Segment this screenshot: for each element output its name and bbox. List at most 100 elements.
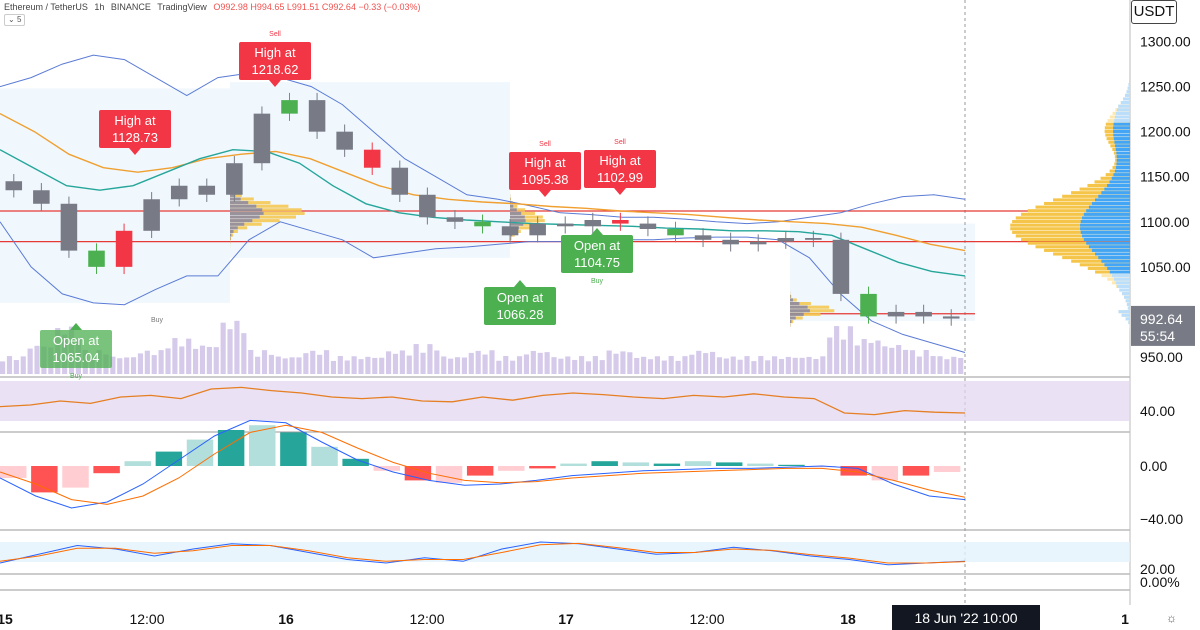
volume-bar [27,348,33,374]
last-price-box [1131,305,1195,346]
macd-histogram-bar [342,458,369,466]
price-tick-label: 1050.00 [1140,259,1191,275]
macd-histogram-bar [93,466,120,474]
volume-bar [482,354,488,374]
volume-profile-bar [1062,194,1130,198]
volume-bar [661,360,667,374]
annotation-pointer [591,228,603,235]
volume-bar [937,356,943,374]
volume-profile-bar [1120,101,1130,105]
volume-bar [744,356,750,374]
volume-profile-bar [1112,274,1130,278]
volume-profile-bar [1118,310,1130,314]
volume-bar [834,326,840,374]
macd-histogram-bar [778,464,805,466]
gear-icon[interactable]: ☼ [1166,611,1177,625]
volume-bar [427,344,433,374]
volume-bar [896,345,902,374]
session-profile [230,233,232,237]
volume-bar [599,360,605,374]
volume-profile-bar [1126,90,1130,94]
session-profile [230,215,260,219]
volume-profile-bar [1021,212,1130,216]
time-tick-label: 16 [278,611,294,627]
volume-profile-bar [1071,191,1130,195]
crosshair-date-box [892,605,1040,630]
bollinger-upper [0,54,966,225]
volume-bar [751,361,757,374]
volume-profile-bar [1128,83,1130,87]
volume-bar [248,350,254,374]
volume-profile-bar [1115,165,1130,170]
currency-unit-button[interactable]: USDT [1131,0,1177,24]
session-profile [230,204,257,208]
volume-bar [323,350,330,374]
volume-profile-bar [1095,252,1130,256]
session-profile [230,197,254,201]
volume-bar [799,357,805,374]
candle-body [198,185,216,195]
macd-histogram-bar [217,430,245,466]
volume-profile-bar [1113,129,1130,133]
candle-body [584,219,602,227]
candle-body [915,311,932,317]
session-profile [230,193,242,197]
candle-body [694,235,712,240]
annotation-title: High at [114,113,156,128]
volume-profile-bar [1125,317,1130,321]
volume-bar [654,356,660,374]
signal-tag: Sell [269,31,281,38]
volume-profile-bar [1080,219,1130,224]
volume-bar [351,356,357,374]
session-profile [790,312,804,316]
volume-bar [206,346,212,374]
macd-histogram-bar [684,461,712,466]
candle-body [474,221,491,227]
volume-bar [516,356,523,374]
symbol-label[interactable]: Ethereum / TetherUS [4,2,88,12]
volume-bar [268,354,274,374]
macd-histogram-bar [311,446,338,466]
session-profile [510,211,522,215]
volume-bar [806,356,812,374]
candle-body [942,316,960,319]
annotation-label [99,110,171,148]
session-profile [230,208,263,212]
volume-profile-bar [1111,176,1130,180]
volume-bar [337,356,343,374]
volume-bar [689,354,695,374]
candle-body [33,190,50,204]
volume-profile-bar [1082,234,1130,238]
crosshair-date-label: 18 Jun '22 10:00 [914,610,1017,626]
indicator-toggle[interactable]: ⌄ 5 [4,14,26,26]
volume-profile-bar [1044,201,1130,206]
annotation-title: Open at [497,290,544,305]
interval-label[interactable]: 1h [94,2,105,12]
volume-bar [241,333,247,374]
session-profile [230,201,249,205]
volume-bar [296,357,302,374]
candle-body [391,167,409,195]
macd-histogram-bar [124,461,151,466]
volume-bar [854,345,860,374]
time-tick-label: 18 [840,611,856,627]
annotation-value: 1128.73 [112,130,158,145]
volume-profile-bar [1121,313,1130,317]
candle-body [832,239,850,294]
volume-bar [503,356,509,374]
session-profile [510,215,543,219]
volume-bar [592,356,598,374]
volume-profile-bar [1115,111,1130,115]
session-profile [230,201,271,205]
candle-body [777,238,795,242]
stoch-d-line [0,542,966,564]
annotation-pointer [614,188,626,195]
session-profile [230,229,238,234]
session-profile [790,305,830,309]
ema-slow-line [0,112,966,252]
annotation-pointer [129,148,141,155]
candle-body [226,163,243,195]
session-profile [510,208,526,212]
